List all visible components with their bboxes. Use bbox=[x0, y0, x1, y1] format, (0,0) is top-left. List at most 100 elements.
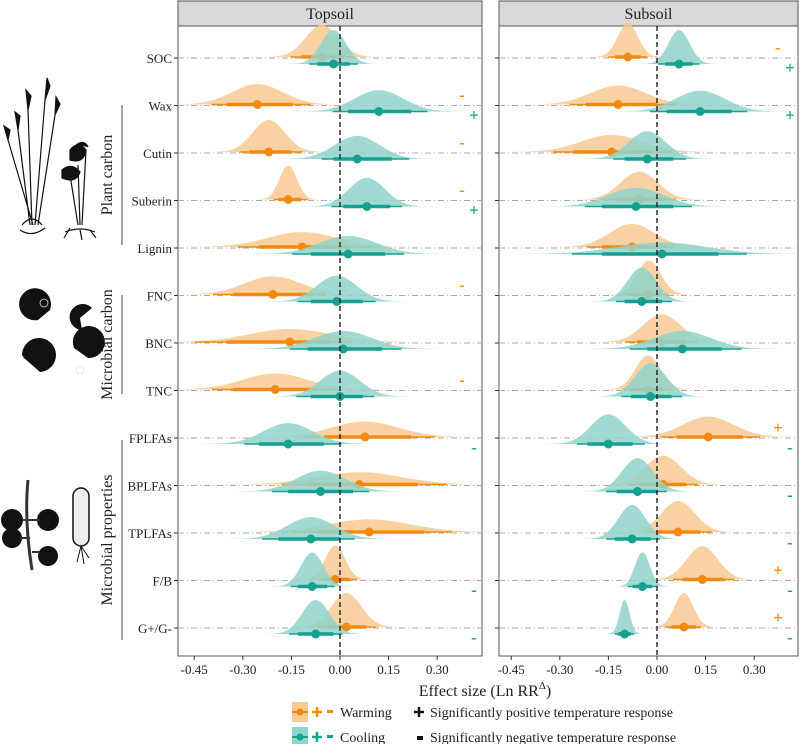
median-point-cooling bbox=[332, 297, 342, 306]
panel-header bbox=[498, 0, 799, 27]
density-warming bbox=[295, 545, 376, 580]
density-warming bbox=[286, 593, 407, 627]
median-point-warming bbox=[364, 527, 374, 537]
pacman-microbe-icon bbox=[16, 288, 105, 375]
row-label: SOC bbox=[147, 51, 172, 66]
significance-marker-warming: - bbox=[459, 276, 465, 295]
significance-marker-cooling: - bbox=[787, 628, 793, 647]
median-point-warming bbox=[623, 52, 633, 62]
legend-plus-icon bbox=[414, 707, 424, 717]
density-cooling bbox=[294, 177, 440, 207]
density-warming bbox=[145, 373, 405, 390]
panel-title: Subsoil bbox=[624, 6, 673, 23]
density-cooling bbox=[588, 363, 713, 397]
legend-positive-label: Significantly positive temperature respo… bbox=[430, 706, 673, 721]
density-cooling bbox=[572, 131, 723, 159]
median-point-warming bbox=[697, 575, 707, 584]
density-warming bbox=[640, 546, 765, 580]
plant-illustration-icon bbox=[2, 77, 97, 241]
density-warming bbox=[646, 593, 722, 627]
significance-marker-cooling: + bbox=[469, 106, 479, 125]
median-point-warming bbox=[703, 432, 713, 442]
median-point-cooling bbox=[677, 344, 687, 354]
density-warming bbox=[203, 120, 334, 152]
median-point-cooling bbox=[338, 344, 348, 354]
density-cooling bbox=[575, 458, 700, 492]
x-tick-label: -0.15 bbox=[278, 662, 305, 677]
x-axis-title-end: ) bbox=[546, 683, 551, 700]
legend-minus-icon-warming bbox=[327, 710, 333, 713]
median-point-warming bbox=[283, 195, 293, 204]
group-label: Microbial carbon bbox=[99, 289, 116, 400]
median-point-cooling bbox=[362, 202, 372, 211]
panel-subsoil: Subsoil-+++++------0.45 -0.30 -0.15 0.00 0.1… bbox=[482, 0, 800, 677]
significance-marker-cooling: - bbox=[787, 581, 793, 600]
density-cooling bbox=[260, 600, 371, 634]
legend-plus-icon-cooling bbox=[312, 732, 322, 742]
group-label: Plant carbon bbox=[99, 135, 116, 215]
density-warming bbox=[606, 416, 800, 437]
legend-label-warming: Warming bbox=[340, 706, 392, 721]
row-label: Cutin bbox=[143, 146, 172, 161]
legend-negative-label: Significantly negative temperature respo… bbox=[430, 731, 676, 744]
density-warming bbox=[257, 25, 387, 57]
density-warming bbox=[253, 165, 324, 200]
density-warming bbox=[230, 421, 500, 437]
panel-topsoil: Topsoil-----++----0.45 -0.30 -0.15 0.00 0.15… bbox=[130, 0, 534, 677]
significance-marker-cooling: - bbox=[787, 486, 793, 505]
row-label: Wax bbox=[149, 99, 173, 114]
median-point-cooling bbox=[311, 629, 321, 639]
x-axis-title: Effect size (Ln RRΔ) bbox=[419, 680, 552, 700]
significance-marker-cooling: + bbox=[785, 106, 795, 125]
median-point-warming bbox=[360, 432, 370, 442]
significance-marker-cooling: - bbox=[787, 438, 793, 457]
row-label: BPLFAs bbox=[127, 479, 172, 494]
median-point-cooling bbox=[306, 534, 316, 544]
median-point-cooling bbox=[695, 107, 705, 116]
density-warming bbox=[611, 501, 745, 532]
density-cooling bbox=[600, 90, 800, 112]
x-axis-title-sup: Δ bbox=[539, 680, 546, 692]
significance-marker-warming: + bbox=[773, 608, 783, 627]
x-tick-label: -0.15 bbox=[595, 662, 622, 677]
density-warming bbox=[587, 23, 668, 57]
legend-label-cooling: Cooling bbox=[340, 731, 385, 744]
group-label: Microbial properties bbox=[99, 474, 116, 605]
legend-minus-icon bbox=[417, 736, 423, 740]
x-tick-label: -0.45 bbox=[498, 662, 525, 677]
density-cooling bbox=[188, 423, 388, 444]
row-label: BNC bbox=[145, 336, 172, 351]
median-point-warming bbox=[679, 622, 689, 632]
x-tick-label: -0.30 bbox=[229, 662, 256, 677]
median-point-cooling bbox=[352, 154, 362, 164]
significance-marker-warming: - bbox=[459, 371, 465, 390]
median-point-warming bbox=[268, 290, 278, 299]
median-point-cooling bbox=[674, 59, 684, 69]
median-point-warming bbox=[270, 385, 280, 394]
legend-minus-icon-cooling bbox=[327, 735, 333, 738]
median-point-cooling bbox=[374, 107, 384, 116]
density-cooling bbox=[267, 552, 357, 587]
density-cooling bbox=[220, 470, 421, 492]
density-cooling bbox=[228, 330, 458, 349]
significance-marker-warming: - bbox=[775, 38, 781, 57]
significance-marker-warming: - bbox=[459, 181, 465, 200]
significance-marker-cooling: + bbox=[469, 201, 479, 220]
row-label: F/B bbox=[152, 574, 172, 589]
significance-marker-cooling: - bbox=[787, 533, 793, 552]
density-warming bbox=[542, 223, 722, 247]
median-point-warming bbox=[613, 100, 623, 109]
density-cooling bbox=[526, 187, 746, 207]
median-point-warming bbox=[285, 337, 295, 347]
significance-marker-cooling: - bbox=[471, 438, 477, 457]
density-warming bbox=[189, 472, 529, 485]
density-cooling bbox=[233, 235, 463, 254]
density-warming bbox=[162, 232, 442, 247]
x-tick-label: 0.15 bbox=[377, 662, 400, 677]
significance-marker-warming: - bbox=[459, 86, 465, 105]
legend-point-warming bbox=[296, 708, 304, 716]
density-cooling bbox=[257, 275, 417, 302]
density-cooling bbox=[612, 552, 673, 587]
density-warming bbox=[489, 135, 734, 152]
